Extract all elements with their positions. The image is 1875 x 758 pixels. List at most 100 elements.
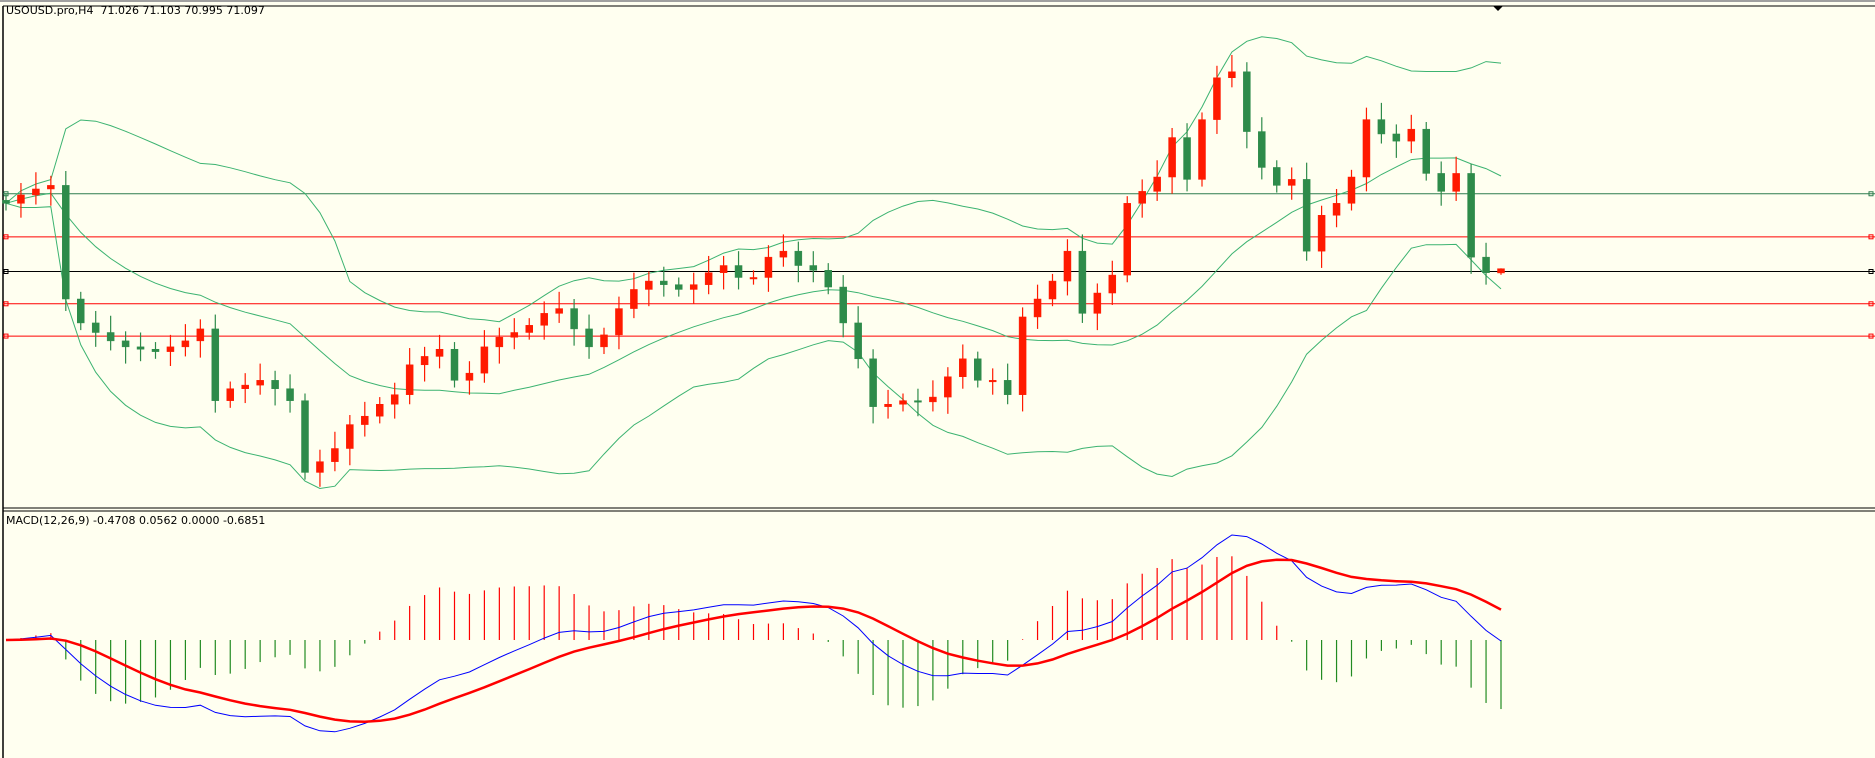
candle-bear [660, 280, 668, 285]
candle-bear [854, 322, 862, 360]
candle-bull [645, 280, 653, 290]
candle-bull [1018, 316, 1027, 395]
candle-bull [719, 265, 728, 273]
candle-bear [1258, 131, 1266, 168]
bollinger-middle [5, 157, 1502, 395]
candle-bull [1362, 119, 1371, 178]
level-handle-left [3, 234, 9, 240]
candle-bull [316, 461, 324, 473]
candle-bull [1048, 280, 1057, 300]
level-handle-right [1868, 333, 1874, 339]
candle-bear [450, 348, 459, 381]
candle-bull [1093, 292, 1102, 314]
candle-bull [988, 380, 997, 383]
candle-bear [106, 332, 115, 342]
candle-bull [615, 308, 623, 336]
candle-bull [704, 272, 713, 285]
level-handle-right [1868, 234, 1874, 240]
candle-bear [62, 185, 70, 300]
candle-bull [1123, 203, 1131, 276]
candle-bull [241, 384, 249, 389]
candle-bear [151, 348, 160, 352]
macd-main-line [5, 534, 1502, 733]
candle-bear [974, 358, 982, 381]
candle-bull [959, 358, 967, 377]
candle-bull [764, 256, 773, 278]
candle-bull [480, 346, 489, 374]
candle-bear [211, 328, 220, 401]
candle-bull [899, 400, 907, 405]
candle-bear [1273, 167, 1281, 186]
candle-bear [1392, 133, 1401, 142]
level-handle-left [3, 301, 9, 307]
candle-bull [1108, 274, 1117, 294]
candle-bull [256, 380, 264, 386]
candle-bear [1377, 119, 1386, 135]
candle-bull [465, 372, 474, 381]
candle-bull [689, 284, 698, 290]
candle-bull [1228, 71, 1236, 78]
top-border [0, 0, 1875, 2]
candle-bear [809, 265, 818, 271]
candle-bull [630, 289, 638, 309]
candle-bull [884, 404, 892, 407]
candle-bull [196, 328, 205, 342]
candle-bull [1347, 176, 1356, 204]
candle-bull [1063, 250, 1072, 282]
candle-bear [301, 400, 309, 473]
level-handle-left [3, 269, 9, 274]
candle-bear [570, 308, 578, 330]
candle-bull [376, 404, 384, 417]
level-handle-right [1868, 191, 1874, 197]
candle-bear [2, 200, 10, 204]
candle-bear [121, 340, 130, 348]
candle-bull [166, 346, 175, 352]
candle-bear [1482, 256, 1490, 273]
candle-bull [47, 185, 55, 190]
candle-bull [1198, 119, 1206, 180]
candle-bull [600, 334, 608, 348]
candle-bear [869, 358, 877, 407]
level-handle-right [1868, 269, 1874, 274]
candle-bull [1332, 203, 1341, 216]
candle-bull [1153, 176, 1161, 192]
level-handle-right [1868, 301, 1874, 307]
candle-bull [1168, 137, 1176, 178]
candle-bear [271, 380, 279, 389]
candle-bull [1033, 298, 1042, 318]
candle-bear [77, 298, 85, 324]
candle-bear [1467, 173, 1475, 258]
candle-bull [32, 188, 40, 196]
candle-bear [1003, 380, 1012, 395]
candle-bear [286, 388, 294, 401]
candle-bull [226, 388, 234, 401]
candle-bear [1078, 250, 1087, 314]
candle-bull [540, 313, 548, 326]
candle-bull [749, 277, 758, 280]
candle-bear [824, 270, 832, 288]
candle-bull [779, 250, 788, 258]
candle-bull [1407, 128, 1416, 142]
candle-bear [1422, 128, 1430, 174]
candle-bull [405, 364, 414, 395]
candle-bear [585, 328, 593, 348]
candle-bull [346, 424, 354, 449]
candle-bull [1213, 77, 1221, 120]
candle-bull [525, 325, 533, 333]
bollinger-upper [5, 36, 1502, 323]
candle-bull [181, 340, 190, 348]
candle-bear [1243, 71, 1251, 132]
candle-bull [420, 356, 429, 366]
candle-bear [1437, 173, 1445, 192]
bollinger-lower [5, 202, 1502, 490]
candle-bear [839, 286, 847, 324]
candle-bear [734, 265, 743, 278]
ohlc-label: 71.026 71.103 70.995 71.097 [100, 4, 265, 17]
candle-bull [331, 448, 339, 462]
candle-bear [1183, 137, 1191, 180]
candle-bull [929, 396, 937, 403]
level-handle-left [3, 333, 9, 339]
candle-bear [794, 250, 803, 266]
